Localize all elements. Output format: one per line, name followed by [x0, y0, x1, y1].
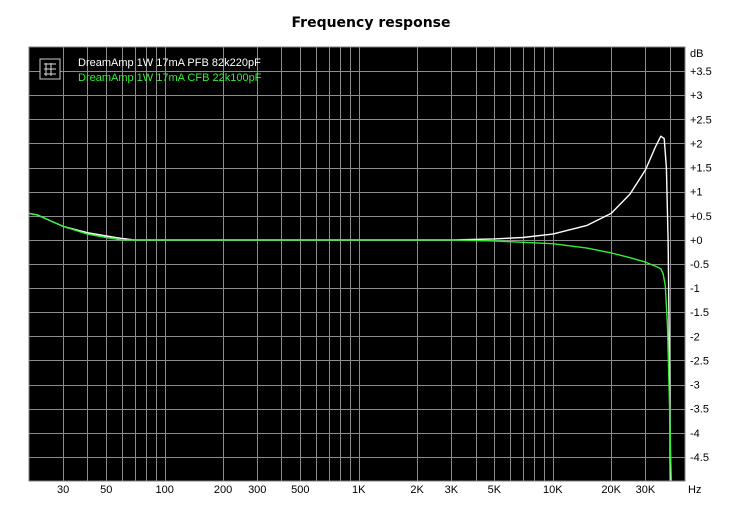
series-layer	[28, 135, 672, 482]
y-tick-label: -3.5	[690, 404, 709, 416]
y-tick-label: +0.5	[690, 211, 712, 223]
x-tick-label: 200	[214, 484, 232, 496]
x-tick-label: 300	[248, 484, 266, 496]
x-tick-label: 20K	[601, 484, 621, 496]
legend-grid-icon	[44, 63, 56, 76]
y-tick-label: -1	[690, 283, 700, 295]
series-line-cfb	[28, 212, 672, 482]
legend-entry-pfb: DreamAmp 1W 17mA PFB 82k220pF	[78, 57, 261, 69]
y-tick-label: +2	[690, 138, 703, 150]
legend: DreamAmp 1W 17mA PFB 82k220pF DreamAmp 1…	[39, 57, 262, 84]
legend-entry-cfb: DreamAmp 1W 17mA CFB 22k100pF	[78, 72, 262, 84]
y-unit-label: dB	[690, 48, 703, 60]
y-tick-label: +0	[690, 235, 703, 247]
x-tick-label: 500	[291, 484, 309, 496]
y-tick-label: -0.5	[690, 259, 709, 271]
x-tick-label: 30K	[636, 484, 656, 496]
y-tick-label: +3	[690, 90, 703, 102]
x-tick-label: 50	[100, 484, 112, 496]
y-tick-label: -4.5	[690, 452, 709, 464]
x-tick-label: 2K	[410, 484, 424, 496]
y-tick-label: -2	[690, 331, 700, 343]
plot-border	[28, 46, 686, 482]
y-tick-label: -2.5	[690, 355, 709, 367]
x-tick-label: 3K	[445, 484, 459, 496]
x-tick-label: 100	[155, 484, 173, 496]
y-tick-label: -1.5	[690, 307, 709, 319]
x-tick-label: 10K	[543, 484, 563, 496]
y-tick-label: +1.5	[690, 163, 712, 175]
y-tick-label: -3	[690, 380, 700, 392]
series-line-pfb	[28, 135, 671, 482]
chart-title: Frequency response	[291, 15, 451, 31]
y-tick-label: +2.5	[690, 114, 712, 126]
y-tick-label: -4	[690, 428, 700, 440]
y-tick-label: +3.5	[690, 66, 712, 78]
y-axis-labels: +3.5 +3 +2.5 +2 +1.5 +1 +0.5 +0 -0.5 -1 -1.5 -2 -2.5…	[690, 66, 712, 464]
y-tick-label: +1	[690, 187, 703, 199]
x-tick-label: 1K	[352, 484, 366, 496]
x-tick-label: 30	[57, 484, 69, 496]
x-tick-label: 5K	[488, 484, 502, 496]
x-axis-labels: 30 50 100 200 300 500 1K 2K 3K 5K 10K 20K 30K	[57, 484, 656, 496]
x-unit-label: Hz	[688, 484, 701, 496]
